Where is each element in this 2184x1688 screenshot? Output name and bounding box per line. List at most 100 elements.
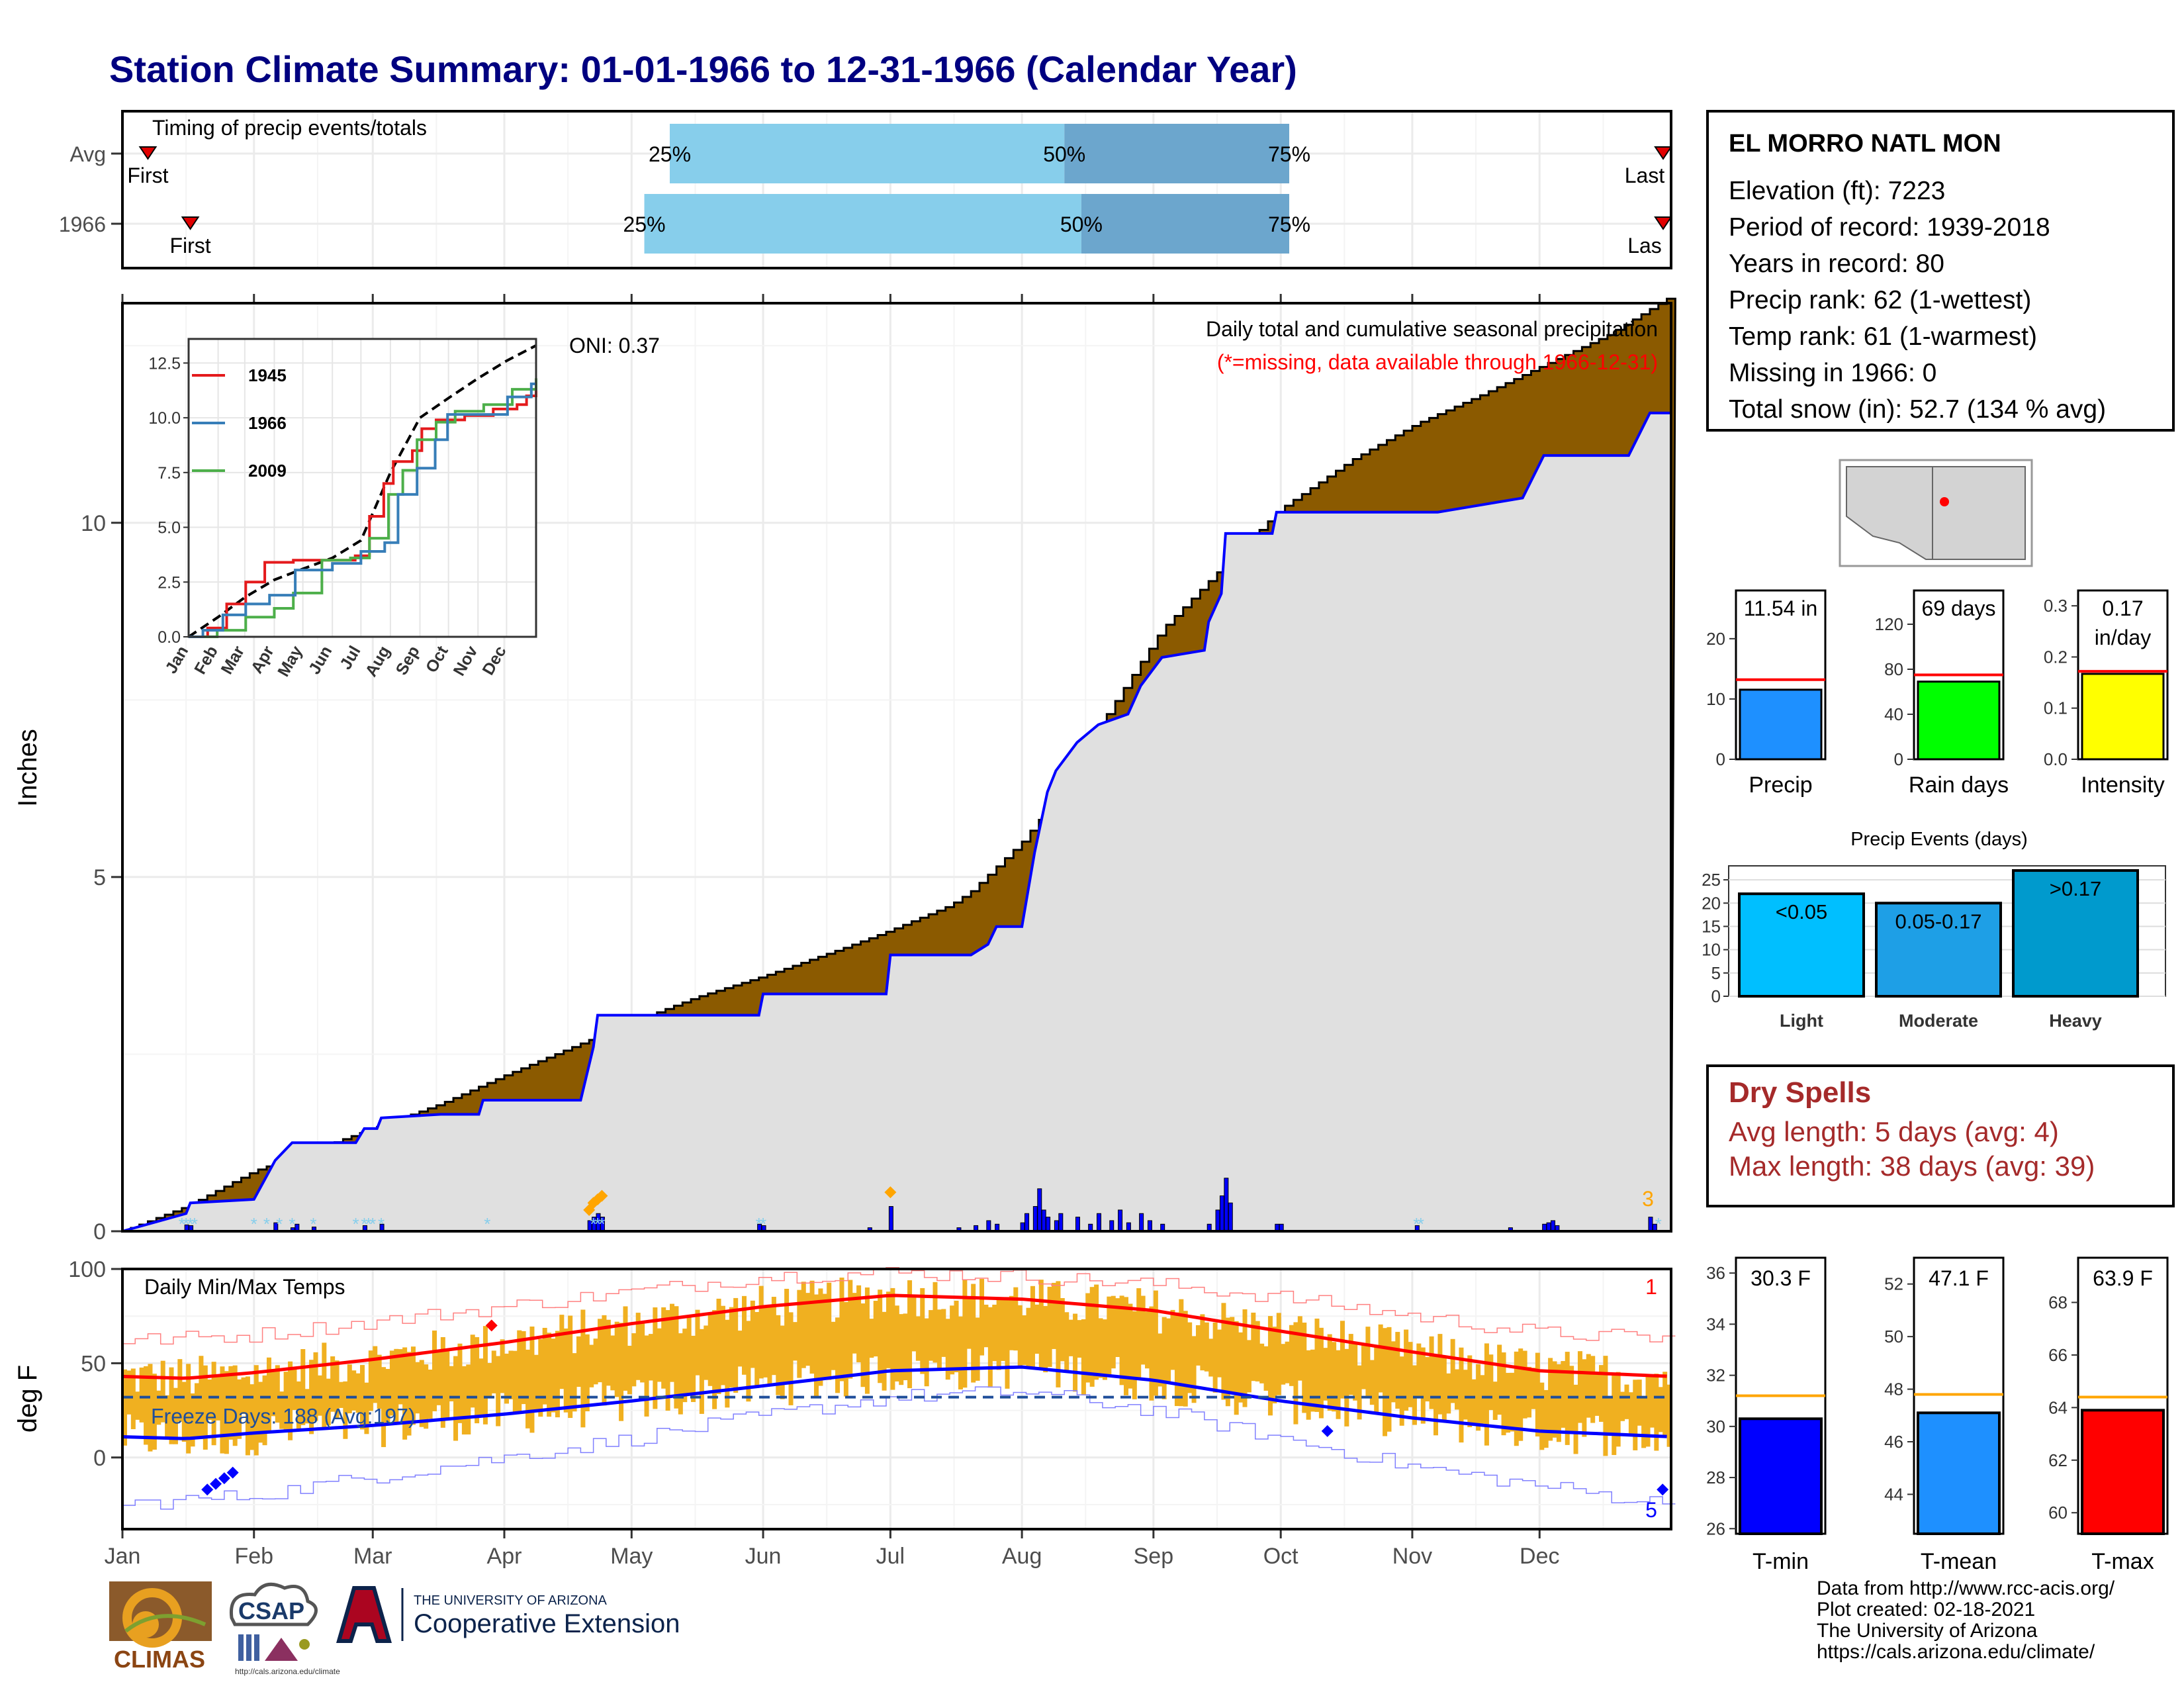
- daily-temp-bar: [1624, 1384, 1629, 1419]
- daily-temp-bar: [691, 1335, 696, 1402]
- temp-summary-tick-label: 50: [1884, 1327, 1903, 1346]
- daily-temp-bar: [1484, 1343, 1489, 1446]
- daily-temp-bar: [250, 1384, 255, 1450]
- station-missing: Missing in 1966: 0: [1729, 359, 1937, 387]
- daily-temp-bar: [1098, 1318, 1103, 1378]
- inset-legend-label: 1945: [248, 365, 287, 385]
- daily-temp-bar: [1552, 1361, 1557, 1438]
- timing-title: Timing of precip events/totals: [152, 116, 427, 140]
- daily-temp-bar: [983, 1304, 989, 1348]
- inset-frame: [187, 338, 537, 638]
- daily-temp-bar: [839, 1278, 844, 1382]
- month-label: Jan: [105, 1544, 141, 1569]
- inset-legend-label: 1966: [248, 413, 287, 433]
- daily-temp-bar: [1654, 1374, 1659, 1451]
- daily-temp-bar: [1612, 1374, 1617, 1456]
- summary-bar-tick-label: 80: [1884, 659, 1903, 679]
- events-tick-label: 20: [1702, 893, 1721, 913]
- temp-summary-tick-label: 64: [2048, 1397, 2068, 1417]
- station-name: EL MORRO NATL MON: [1729, 130, 2001, 158]
- daily-temp-bar: [410, 1346, 416, 1425]
- temp-summary-tick-label: 32: [1706, 1366, 1725, 1385]
- summary-bar-tick-label: 0.3: [2044, 596, 2068, 616]
- daily-temp-bar: [568, 1315, 573, 1419]
- inset-avg-line: [187, 344, 537, 638]
- daily-temp-bar: [623, 1306, 628, 1391]
- daily-temp-bar: [355, 1373, 361, 1413]
- daily-temp-bar: [996, 1299, 1001, 1370]
- daily-temp-bar: [827, 1282, 832, 1380]
- cumulative-1966-area: [122, 412, 1671, 1231]
- daily-temp-bar: [144, 1366, 149, 1445]
- inset-bg: [189, 339, 536, 637]
- daily-temp-bar: [1136, 1288, 1142, 1378]
- daily-temp-bar: [500, 1339, 505, 1393]
- daily-temp-bar: [674, 1306, 679, 1409]
- daily-temp-bar: [1429, 1336, 1434, 1409]
- daily-temp-bar: [1174, 1312, 1179, 1407]
- record-high-marker: [485, 1319, 498, 1332]
- daily-temp-bar: [126, 1370, 132, 1415]
- daily-temp-bar: [1123, 1297, 1128, 1395]
- daily-temp-bar: [572, 1353, 577, 1412]
- avg-tmin-line: [122, 1365, 1667, 1440]
- credits: Data from http://www.rcc-acis.org/ Plot …: [1817, 1578, 2115, 1663]
- daily-temp-bar: [1230, 1317, 1235, 1393]
- daily-temp-bar: [373, 1346, 378, 1403]
- snow-marker: *: [378, 1214, 385, 1234]
- daily-temp-bar: [1531, 1368, 1536, 1409]
- temp-summary-tick-label: 36: [1706, 1263, 1725, 1283]
- timing-bar-q25-q50: [670, 124, 1065, 183]
- daily-temp-bar: [771, 1297, 776, 1376]
- daily-temp-bar: [1510, 1372, 1515, 1432]
- daily-temp-bar: [1238, 1332, 1244, 1403]
- daily-temp-bar: [1038, 1280, 1044, 1370]
- daily-temp-bar: [670, 1303, 675, 1382]
- daily-temp-bar: [241, 1377, 246, 1415]
- daily-precip-bar: [1032, 1206, 1038, 1232]
- temp-panel: 0 50 100 Freeze Days: 188 (Avg:197) Daily Mi…: [13, 1257, 1676, 1569]
- daily-temp-bar: [1374, 1347, 1379, 1414]
- daily-temp-bar: [547, 1333, 552, 1417]
- daily-temp-bar: [148, 1364, 153, 1452]
- daily-temp-bar: [300, 1349, 306, 1425]
- daily-temp-bar: [194, 1383, 199, 1438]
- daily-temp-bar: [1518, 1348, 1524, 1441]
- daily-temp-bar: [915, 1316, 921, 1361]
- summary-bar-tick-label: 0.2: [2044, 647, 2068, 667]
- map-state-shape: [1846, 466, 2026, 560]
- daily-precip-bar: [1550, 1220, 1555, 1232]
- daily-temp-bar: [343, 1381, 348, 1439]
- daily-temp-bar: [538, 1338, 543, 1417]
- snow-marker: *: [484, 1214, 490, 1234]
- record-low-marker: [226, 1466, 239, 1479]
- temp-corner-top: 1: [1645, 1275, 1657, 1299]
- daily-temp-bar: [1522, 1350, 1527, 1419]
- daily-temp-bar: [1586, 1354, 1591, 1418]
- side-charts: 11.54 in 0 10 20 Precip 69 days 0 40 80 120 Rain d…: [1702, 459, 2169, 1574]
- snow-marker: *: [598, 1214, 605, 1234]
- daily-temp-bar: [1158, 1333, 1163, 1387]
- snow-marker: *: [365, 1214, 372, 1234]
- daily-temp-bar: [1416, 1343, 1422, 1398]
- daily-temp-bar: [122, 1369, 128, 1446]
- daily-temp-bar: [1450, 1338, 1455, 1403]
- daily-temp-bar: [707, 1313, 713, 1386]
- daily-temp-bar: [1577, 1351, 1582, 1423]
- daily-temp-bar: [389, 1350, 394, 1416]
- climas-logo-text: CLIMAS: [114, 1646, 205, 1673]
- snow-marker: *: [594, 1214, 601, 1234]
- daily-temp-bar: [1412, 1365, 1417, 1425]
- daily-temp-bar: [271, 1369, 276, 1417]
- daily-temp-bar: [606, 1319, 611, 1386]
- daily-temp-bar: [542, 1327, 547, 1405]
- daily-temp-bar: [1077, 1320, 1082, 1358]
- daily-temp-bar: [1383, 1328, 1388, 1436]
- daily-temp-bar: [737, 1331, 743, 1367]
- daily-precip-bar: [1097, 1213, 1102, 1232]
- daily-temp-bar: [699, 1329, 704, 1414]
- daily-temp-bar: [907, 1280, 913, 1389]
- daily-temp-bar: [1327, 1334, 1332, 1411]
- daily-temp-bar: [402, 1347, 408, 1440]
- daily-temp-bar: [1408, 1342, 1413, 1407]
